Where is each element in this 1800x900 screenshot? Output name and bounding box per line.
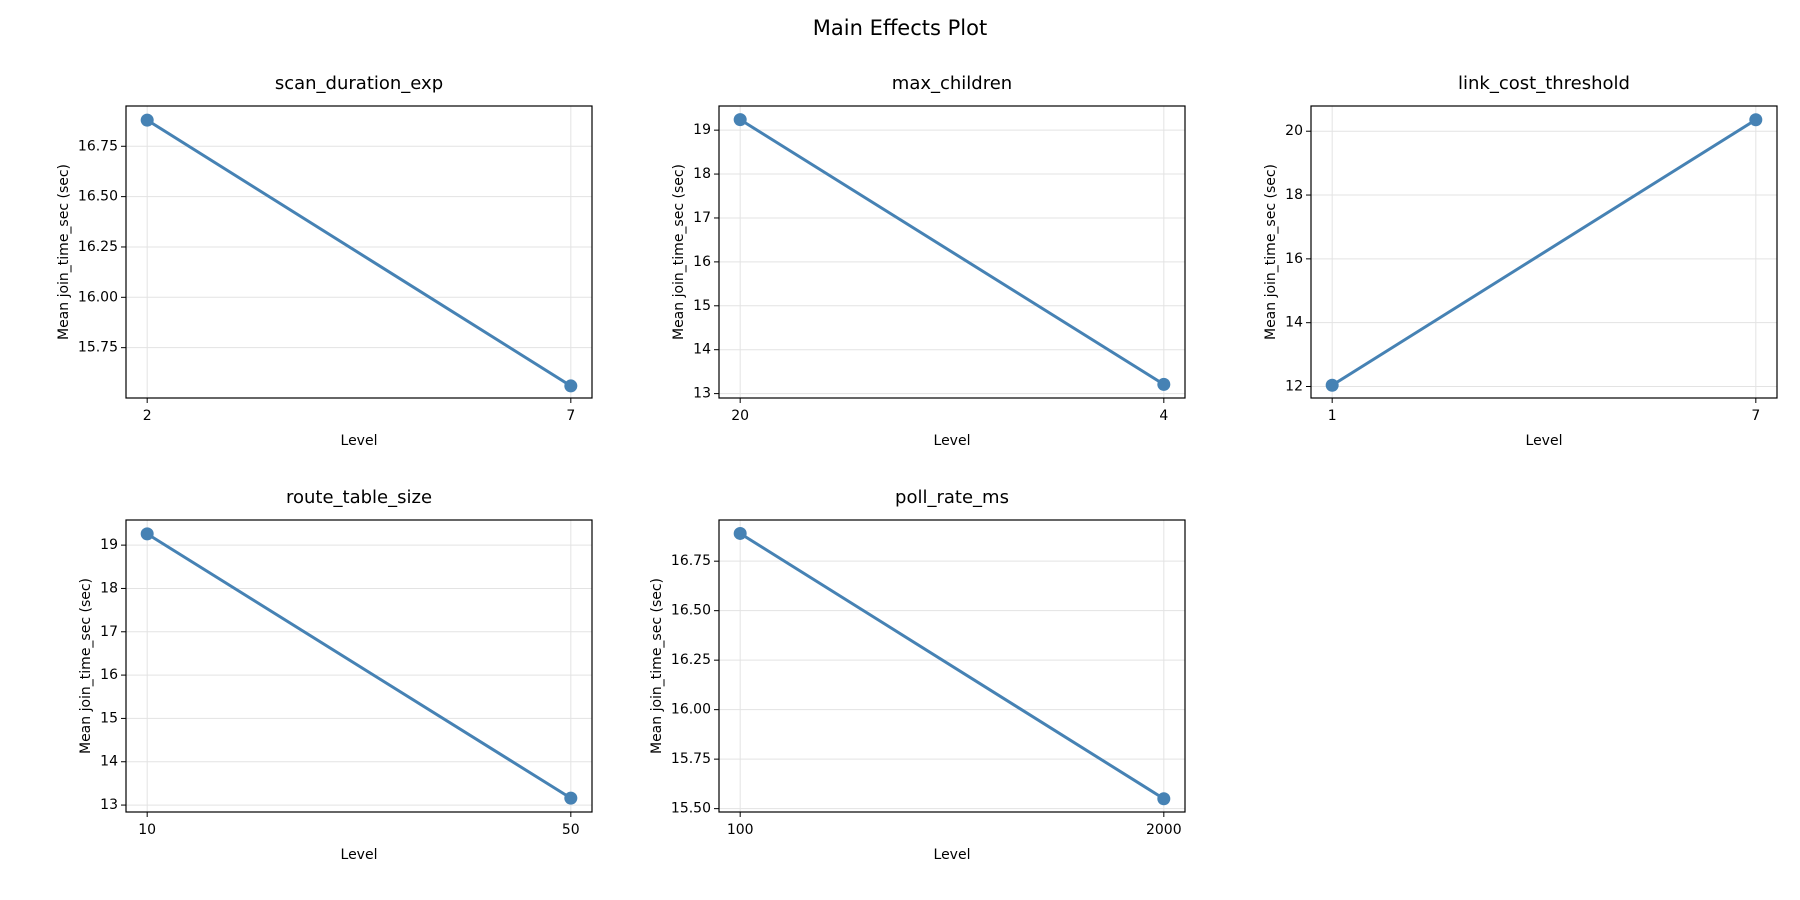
subplot: 13 14 15 16 17 18 19 20 4 max_children Level Mean j…	[671, 73, 1186, 449]
y-tick-label: 19	[100, 537, 118, 553]
y-tick-label: 15.50	[671, 801, 711, 817]
x-tick-label: 2000	[1146, 822, 1182, 838]
marker	[1325, 378, 1339, 392]
subplot: 15.75 16.00 16.25 16.50 16.75 2 7 scan_duration…	[56, 73, 593, 449]
y-tick-label: 13	[100, 797, 118, 813]
axes-frame	[718, 519, 1186, 813]
x-axis-label: Level	[341, 847, 378, 863]
subplot: 12 14 16 18 20 1 7 link_cost_threshold Level Mean…	[1263, 73, 1778, 449]
y-tick-label: 16.50	[671, 603, 711, 619]
marker	[733, 526, 747, 540]
subplot-title: route_table_size	[286, 487, 432, 508]
subplot-title: max_children	[892, 73, 1012, 94]
marker	[1157, 792, 1171, 806]
marker	[140, 527, 154, 541]
y-tick-label: 19	[693, 122, 711, 138]
y-tick-label: 15.75	[671, 751, 711, 767]
y-tick-label: 16.75	[78, 138, 118, 154]
marker	[564, 379, 578, 393]
y-tick-label: 14	[693, 342, 711, 358]
x-axis-label: Level	[341, 433, 378, 449]
y-tick-label: 17	[100, 624, 118, 640]
subplot: 15.50 15.75 16.00 16.25 16.50 16.75 100 2000 pol…	[649, 487, 1186, 863]
y-tick-label: 16.00	[671, 702, 711, 718]
x-tick-label: 50	[562, 822, 580, 838]
y-tick-label: 17	[693, 210, 711, 226]
axes-frame	[125, 105, 593, 399]
y-tick-label: 15	[693, 298, 711, 314]
y-tick-label: 16	[693, 254, 711, 270]
y-tick-label: 16.25	[78, 239, 118, 255]
x-axis-label: Level	[1526, 433, 1563, 449]
series-line	[146, 532, 572, 800]
subplot-title: link_cost_threshold	[1458, 73, 1630, 94]
y-tick-label: 14	[1285, 315, 1303, 331]
axes-frame	[1310, 105, 1778, 399]
y-tick-label: 16.50	[78, 189, 118, 205]
y-tick-label: 16.00	[78, 289, 118, 305]
axes-frame	[718, 105, 1186, 399]
y-tick-label: 16.25	[671, 652, 711, 668]
y-tick-label: 15	[100, 710, 118, 726]
y-tick-label: 16	[100, 667, 118, 683]
subplot-title: scan_duration_exp	[275, 73, 443, 94]
x-tick-label: 7	[1751, 408, 1760, 424]
y-tick-label: 12	[1285, 379, 1303, 395]
y-tick-label: 20	[1285, 123, 1303, 139]
x-tick-label: 4	[1159, 408, 1168, 424]
x-tick-label: 100	[727, 822, 754, 838]
y-axis-label: Mean join_time_sec (sec)	[1263, 164, 1279, 340]
subplot-title: poll_rate_ms	[895, 487, 1009, 508]
x-tick-label: 2	[143, 408, 152, 424]
y-tick-label: 18	[100, 580, 118, 596]
subplot: 13 14 15 16 17 18 19 10 50 route_table_size Level M…	[78, 487, 593, 863]
y-tick-label: 18	[693, 166, 711, 182]
y-axis-label: Mean join_time_sec (sec)	[78, 578, 94, 754]
y-tick-label: 16	[1285, 251, 1303, 267]
marker	[733, 113, 747, 127]
series-line	[739, 118, 1165, 386]
y-tick-label: 18	[1285, 187, 1303, 203]
axes-frame	[125, 519, 593, 813]
y-axis-label: Mean join_time_sec (sec)	[649, 578, 665, 754]
marker	[564, 791, 578, 805]
y-tick-label: 13	[693, 386, 711, 402]
x-tick-label: 10	[138, 822, 156, 838]
y-axis-label: Mean join_time_sec (sec)	[671, 164, 687, 340]
x-axis-label: Level	[934, 847, 971, 863]
y-tick-label: 15.75	[78, 340, 118, 356]
x-axis-label: Level	[934, 433, 971, 449]
marker	[140, 113, 154, 127]
x-tick-label: 7	[566, 408, 575, 424]
y-axis-label: Mean join_time_sec (sec)	[56, 164, 72, 340]
figure-title: Main Effects Plot	[813, 16, 987, 40]
series-line	[1331, 118, 1757, 387]
x-tick-label: 20	[731, 408, 749, 424]
marker	[1157, 377, 1171, 391]
marker	[1749, 113, 1763, 127]
y-tick-label: 16.75	[671, 553, 711, 569]
series-line	[146, 118, 572, 388]
x-tick-label: 1	[1328, 408, 1337, 424]
y-tick-label: 14	[100, 754, 118, 770]
series-line	[739, 532, 1165, 801]
